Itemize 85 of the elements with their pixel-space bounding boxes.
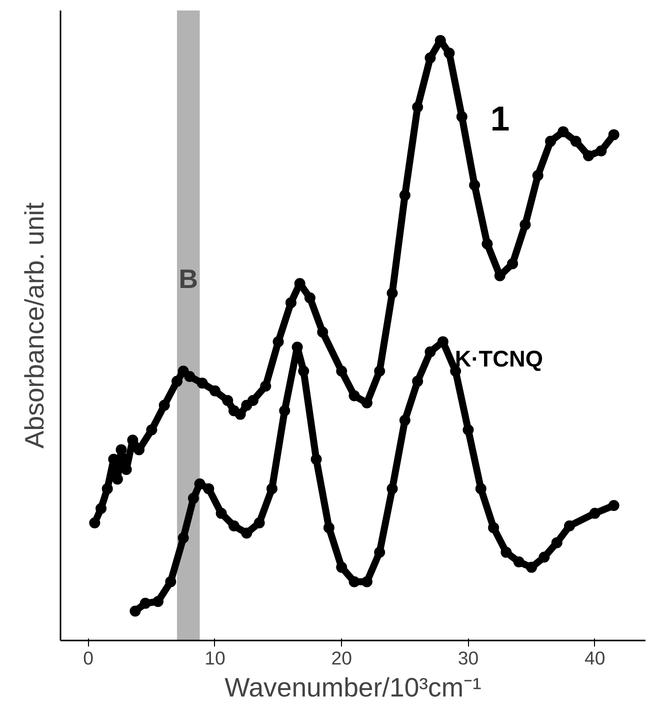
point (196, 378, 208, 389)
point (538, 552, 550, 563)
point (234, 408, 246, 420)
point (558, 126, 569, 138)
point (216, 508, 227, 519)
point (386, 483, 398, 494)
point (348, 576, 360, 588)
point (228, 520, 240, 532)
point (412, 376, 424, 387)
point (500, 546, 512, 558)
point (424, 346, 436, 358)
point (222, 395, 234, 406)
point (209, 385, 220, 396)
point (116, 444, 127, 456)
point (399, 414, 410, 426)
point (348, 390, 360, 402)
point (462, 424, 474, 436)
point (272, 336, 284, 348)
point (279, 405, 290, 416)
point (361, 576, 372, 588)
point (545, 136, 556, 147)
point (583, 150, 594, 162)
point (374, 366, 386, 377)
point (456, 111, 468, 122)
point (488, 522, 500, 534)
point (596, 145, 607, 156)
y-axis-title: Absorbance/arb. unit (20, 202, 50, 448)
x-tick-label: 0 (83, 648, 94, 668)
point (152, 596, 164, 607)
point (178, 532, 189, 544)
point (482, 238, 493, 250)
band-label: B (178, 264, 198, 294)
point (551, 537, 562, 548)
x-tick-label: 30 (458, 648, 479, 668)
point (146, 424, 158, 436)
point (608, 500, 620, 511)
series-label: K·TCNQ (454, 346, 543, 372)
point (102, 483, 113, 494)
point (140, 598, 151, 609)
point (469, 180, 480, 191)
point (188, 492, 199, 504)
point (475, 483, 486, 494)
point (298, 366, 310, 377)
point (399, 190, 410, 201)
x-tick-label: 40 (584, 648, 606, 668)
x-tick-label: 10 (204, 648, 226, 668)
x-axis-title: Wavenumber/10³cm⁻¹ (224, 672, 482, 702)
point (323, 522, 334, 534)
point (526, 562, 538, 573)
point (589, 508, 600, 519)
point (203, 483, 214, 494)
point (317, 326, 328, 338)
point (266, 483, 278, 494)
point (532, 170, 544, 181)
point (304, 292, 316, 304)
point (171, 376, 182, 387)
point (165, 576, 176, 588)
point (608, 129, 620, 140)
point (374, 546, 386, 558)
point (444, 48, 455, 59)
point (184, 371, 196, 382)
point (570, 136, 582, 147)
point (520, 219, 531, 230)
point (158, 400, 170, 411)
point (412, 102, 424, 113)
point (254, 517, 265, 528)
point (507, 258, 518, 270)
point (564, 520, 576, 532)
x-tick-label: 20 (331, 648, 352, 668)
point (260, 380, 272, 392)
point (96, 503, 107, 514)
point (361, 397, 372, 408)
point (513, 556, 524, 568)
point (424, 52, 436, 64)
point (130, 606, 141, 617)
point (336, 366, 348, 377)
point (241, 528, 252, 539)
point (336, 562, 348, 573)
point (194, 478, 206, 490)
point (386, 288, 398, 299)
point (247, 395, 258, 406)
point (89, 517, 100, 528)
series-label: 1 (490, 100, 510, 138)
point (285, 297, 296, 308)
point (310, 454, 322, 465)
